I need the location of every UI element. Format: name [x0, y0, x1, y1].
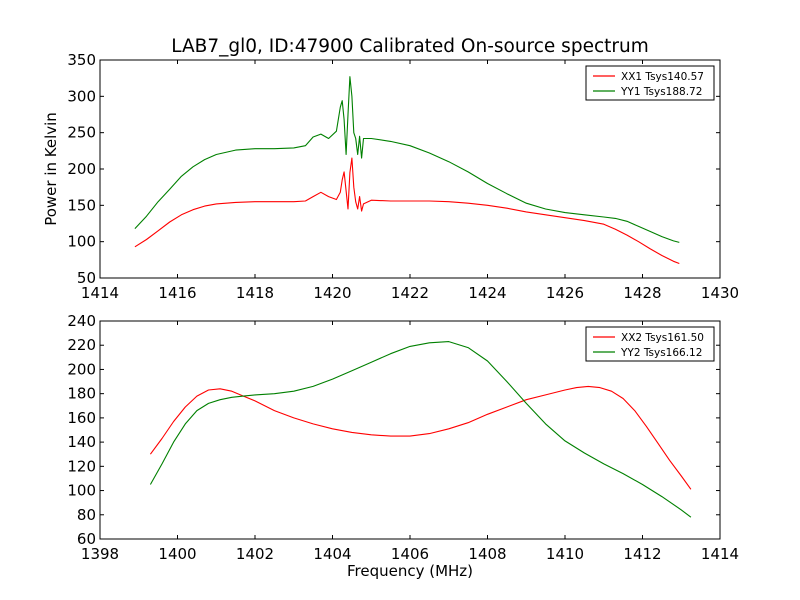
x-tick-label: 1408 [468, 545, 506, 563]
y-tick-label: 60 [77, 530, 96, 548]
y-tick-label: 300 [67, 87, 96, 105]
legend-box [585, 326, 715, 362]
series-line-yy1 [134, 76, 680, 243]
y-axis-label-top: Power in Kelvin [42, 112, 60, 226]
legend-entry: XX1 Tsys140.57 [621, 71, 704, 83]
legend-box [585, 65, 715, 101]
x-tick-label: 1420 [313, 284, 351, 302]
x-tick-label: 1402 [236, 545, 274, 563]
x-tick-label: 1414 [701, 545, 739, 563]
y-tick-label: 180 [67, 385, 96, 403]
x-tick-label: 1418 [236, 284, 274, 302]
series-line-yy2 [149, 341, 692, 518]
x-tick-label: 1414 [81, 284, 119, 302]
legend-entry: YY2 Tsys166.12 [620, 347, 702, 359]
chart-title: LAB7_gl0, ID:47900 Calibrated On-source … [171, 36, 648, 57]
x-tick-label: 1404 [313, 545, 351, 563]
y-tick-label: 160 [67, 409, 96, 427]
x-tick-label: 1410 [546, 545, 584, 563]
x-tick-label: 1412 [623, 545, 661, 563]
y-tick-label: 220 [67, 336, 96, 354]
y-tick-label: 240 [67, 312, 96, 330]
y-tick-label: 350 [67, 51, 96, 69]
x-tick-label: 1398 [81, 545, 119, 563]
y-tick-label: 250 [67, 124, 96, 142]
x-tick-label: 1430 [701, 284, 739, 302]
y-tick-label: 80 [77, 506, 96, 524]
y-tick-label: 200 [67, 160, 96, 178]
legend: XX1 Tsys140.57 YY1 Tsys188.72 [585, 65, 715, 101]
y-tick-label: 150 [67, 196, 96, 214]
series-line-xx2 [149, 385, 692, 490]
x-tick-label: 1416 [158, 284, 196, 302]
y-tick-label: 200 [67, 360, 96, 378]
x-axis-label-bottom: Frequency (MHz) [347, 562, 473, 580]
x-tick-label: 1406 [391, 545, 429, 563]
x-tick-label: 1424 [468, 284, 506, 302]
y-tick-label: 140 [67, 433, 96, 451]
legend-entry: XX2 Tsys161.50 [621, 332, 704, 344]
x-tick-label: 1426 [546, 284, 584, 302]
y-tick-label: 100 [67, 233, 96, 251]
y-tick-label: 100 [67, 482, 96, 500]
x-tick-label: 1400 [158, 545, 196, 563]
legend: XX2 Tsys161.50 YY2 Tsys166.12 [585, 326, 715, 362]
x-tick-label: 1422 [391, 284, 429, 302]
y-tick-label: 120 [67, 457, 96, 475]
series-line-xx1 [134, 157, 680, 265]
top-panel: 1414 1416 1418 1420 1422 1424 1426 1428 1430 50 10… [67, 51, 739, 302]
y-tick-label: 50 [77, 269, 96, 287]
bottom-panel: 1398 1400 1402 1404 1406 1408 1410 1412 1414 60 80… [67, 312, 739, 563]
x-tick-label: 1428 [623, 284, 661, 302]
legend-entry: YY1 Tsys188.72 [620, 86, 702, 98]
